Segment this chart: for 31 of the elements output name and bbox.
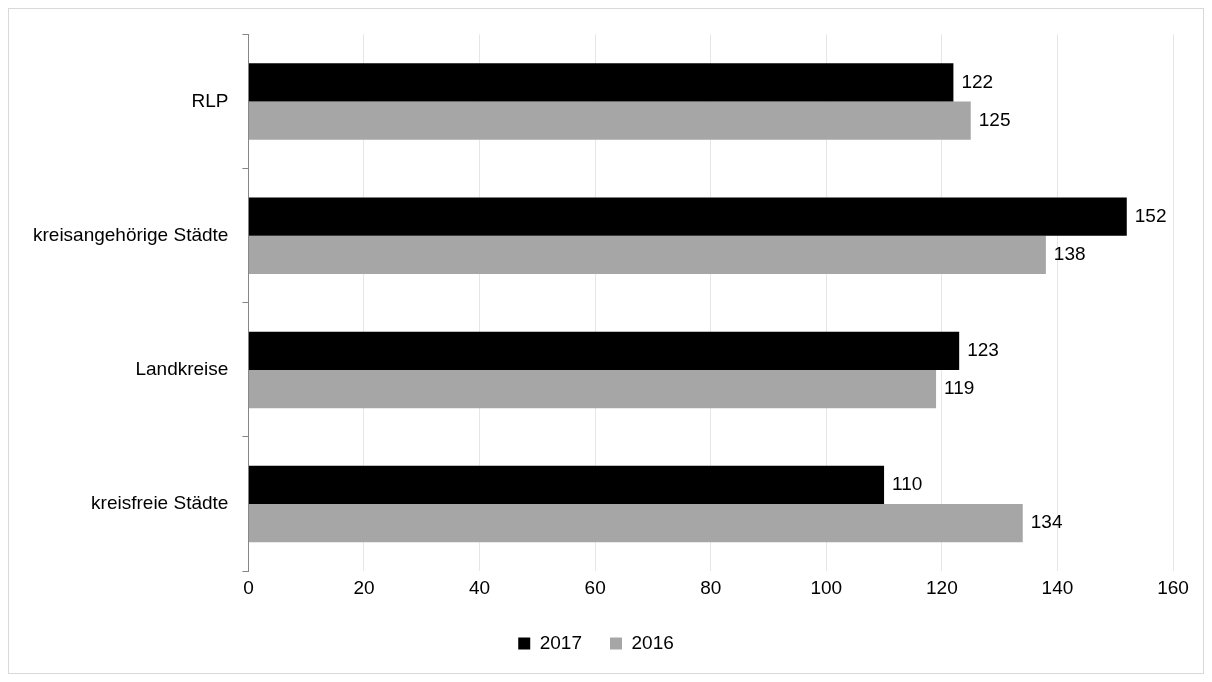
y-tick-label: kreisfreie Städte — [91, 492, 229, 514]
bar — [248, 197, 1127, 236]
x-tick-label: 20 — [353, 576, 375, 598]
legend-label: 2017 — [539, 631, 583, 653]
x-tick-label: 140 — [1041, 576, 1074, 598]
x-tick-label: 100 — [810, 576, 843, 598]
bar — [248, 369, 937, 409]
bar — [248, 465, 885, 505]
x-tick-label: 40 — [468, 576, 491, 598]
y-tick-label: RLP — [191, 89, 229, 111]
data-label: 138 — [1053, 243, 1086, 265]
x-tick-label: 0 — [243, 576, 254, 598]
data-label: 119 — [944, 377, 975, 399]
data-label: 134 — [1030, 511, 1063, 533]
data-label: 152 — [1134, 204, 1167, 226]
data-label: 125 — [978, 108, 1011, 130]
data-label: 110 — [892, 473, 923, 495]
bar — [248, 504, 1023, 543]
data-label: 122 — [961, 70, 994, 92]
legend-label: 2016 — [631, 631, 674, 653]
x-tick-label: 120 — [926, 576, 958, 598]
data-label: 123 — [967, 339, 999, 361]
x-tick-label: 60 — [584, 576, 606, 598]
x-tick-label: 80 — [700, 576, 722, 598]
bar — [248, 235, 1046, 274]
x-tick-label: 160 — [1157, 576, 1189, 598]
bar — [248, 331, 960, 370]
bar — [248, 63, 954, 102]
y-tick-label: Landkreise — [135, 358, 229, 380]
bar — [248, 101, 971, 140]
y-tick-label: kreisangehörige Städte — [32, 223, 229, 245]
